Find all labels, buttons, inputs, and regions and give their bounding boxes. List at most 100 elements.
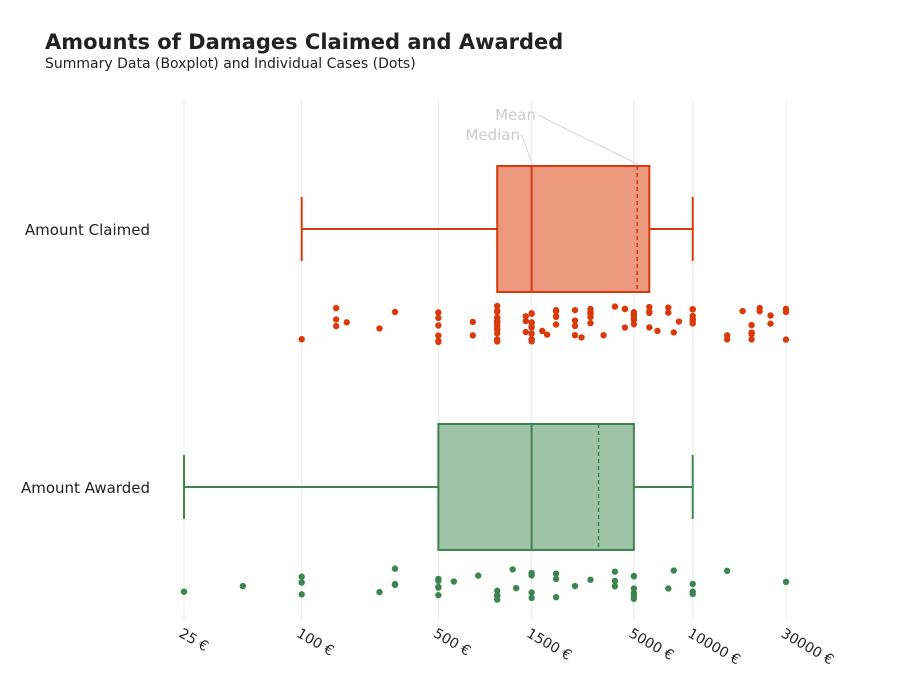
data-point xyxy=(748,321,755,329)
data-point xyxy=(630,585,638,592)
data-point xyxy=(435,322,442,329)
data-point xyxy=(670,329,677,336)
data-point xyxy=(646,324,653,331)
data-point xyxy=(298,579,305,586)
data-point xyxy=(689,306,696,313)
data-point xyxy=(723,567,731,575)
data-point xyxy=(630,573,638,580)
data-point xyxy=(552,313,560,321)
data-point xyxy=(552,593,560,601)
data-point xyxy=(539,327,546,335)
data-point xyxy=(611,577,619,585)
data-point xyxy=(435,584,442,591)
data-point xyxy=(611,568,619,575)
data-point xyxy=(522,328,529,336)
data-point xyxy=(630,316,638,323)
data-point xyxy=(552,575,560,583)
x-tick-label: 30000 € xyxy=(778,626,836,669)
x-tick-label: 10000 € xyxy=(685,626,743,669)
data-point xyxy=(782,578,790,586)
data-point xyxy=(391,581,399,588)
data-point xyxy=(494,317,501,325)
data-point xyxy=(298,591,305,598)
data-point xyxy=(435,575,442,583)
data-point xyxy=(646,308,653,315)
data-point xyxy=(469,332,476,339)
data-point xyxy=(675,318,683,325)
data-point xyxy=(571,332,579,339)
data-point xyxy=(571,317,579,324)
data-point xyxy=(689,580,696,588)
data-point xyxy=(621,324,629,331)
data-point xyxy=(528,569,535,577)
mean-annotation: Mean xyxy=(495,106,536,124)
data-point xyxy=(391,308,399,316)
data-point xyxy=(435,309,442,316)
data-point xyxy=(475,572,482,579)
x-tick-label: 500 € xyxy=(430,626,473,660)
data-point xyxy=(646,303,653,311)
category-label: Amount Claimed xyxy=(25,221,150,239)
data-point xyxy=(654,327,661,335)
data-point xyxy=(298,573,305,580)
data-point xyxy=(756,304,763,312)
data-point xyxy=(239,582,247,590)
data-point xyxy=(670,567,677,574)
data-point xyxy=(494,338,501,345)
data-point xyxy=(528,324,535,331)
data-point xyxy=(767,312,774,319)
data-point xyxy=(587,319,594,327)
median-pointer xyxy=(521,134,533,164)
chart-subtitle: Summary Data (Boxplot) and Individual Ca… xyxy=(45,56,416,72)
median-annotation: Median xyxy=(465,126,520,144)
data-point xyxy=(494,326,501,333)
data-point xyxy=(528,319,535,326)
data-point xyxy=(332,322,340,330)
data-point xyxy=(522,313,529,320)
data-point xyxy=(180,588,188,595)
data-point xyxy=(494,308,501,316)
category-label: Amount Awarded xyxy=(21,479,150,497)
data-point xyxy=(630,321,638,328)
data-point xyxy=(435,314,442,322)
data-point xyxy=(552,570,560,577)
data-point xyxy=(450,578,458,585)
data-point xyxy=(469,318,476,326)
data-point xyxy=(611,583,619,590)
data-point xyxy=(723,332,731,339)
data-point xyxy=(435,591,442,599)
data-point xyxy=(543,331,551,338)
data-point xyxy=(494,302,501,310)
data-point xyxy=(528,310,535,317)
data-point xyxy=(391,565,399,572)
iqr-box xyxy=(437,423,635,551)
data-point xyxy=(528,594,535,602)
data-point xyxy=(494,592,501,599)
data-point xyxy=(509,566,516,573)
data-point xyxy=(665,585,672,592)
data-point xyxy=(782,308,790,316)
data-point xyxy=(587,305,594,313)
data-point xyxy=(552,306,560,314)
data-point xyxy=(332,304,340,312)
data-point xyxy=(343,319,350,326)
mean-pointer xyxy=(537,114,638,165)
data-point xyxy=(665,309,672,316)
x-tick-label: 5000 € xyxy=(626,626,676,664)
data-point xyxy=(689,588,696,595)
data-point xyxy=(767,320,774,327)
x-tick-label: 25 € xyxy=(176,626,211,655)
data-point xyxy=(782,336,790,343)
x-tick-label: 100 € xyxy=(294,626,337,660)
data-point xyxy=(528,589,535,596)
data-point xyxy=(435,332,442,339)
data-point xyxy=(578,334,585,341)
data-point xyxy=(689,318,696,326)
data-point xyxy=(512,584,520,592)
data-point xyxy=(748,329,755,337)
data-point xyxy=(587,576,594,583)
data-point xyxy=(571,306,579,314)
data-point xyxy=(571,322,579,330)
data-point xyxy=(587,313,594,321)
